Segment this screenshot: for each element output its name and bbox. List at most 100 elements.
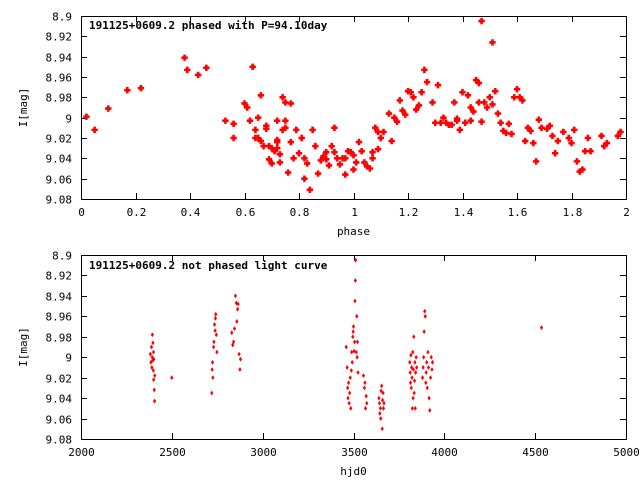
data-point [385, 110, 393, 117]
data-point [317, 157, 324, 164]
data-point [222, 117, 229, 124]
data-point [323, 149, 330, 156]
data-point [137, 84, 145, 92]
data-point [475, 99, 483, 106]
data-point [295, 150, 303, 157]
data-point [374, 128, 382, 136]
data-point [442, 119, 450, 126]
data-point [543, 125, 551, 133]
data-point [91, 126, 98, 134]
data-point [372, 124, 379, 132]
data-point [350, 349, 354, 355]
y-tick-label: 9.02 [46, 133, 73, 146]
data-point [150, 365, 154, 370]
data-point [551, 150, 559, 157]
data-point [194, 71, 202, 79]
data-point [467, 104, 474, 111]
data-point [354, 349, 358, 355]
data-point [274, 138, 281, 146]
y-tick-label: 8.94 [46, 52, 73, 65]
data-point [361, 373, 366, 379]
data-point [149, 344, 154, 350]
data-point [249, 63, 256, 71]
data-point [546, 122, 553, 129]
y-tick-label: 8.98 [46, 332, 73, 345]
data-point [366, 165, 374, 172]
data-point [415, 102, 423, 109]
x-tick-label: 3500 [341, 446, 368, 459]
data-point [351, 324, 356, 329]
data-point [478, 17, 485, 25]
data-point [230, 330, 234, 336]
data-point [347, 149, 354, 156]
data-point [331, 149, 338, 156]
data-point [105, 105, 112, 112]
data-point [260, 142, 267, 150]
y-tick-label: 9.08 [46, 434, 73, 447]
data-point [268, 144, 275, 152]
data-point [211, 375, 215, 381]
data-point [513, 86, 521, 93]
data-point [434, 81, 442, 89]
data-point [411, 395, 415, 401]
data-point [212, 339, 216, 345]
data-point [351, 329, 355, 335]
x-tick-label: 1.8 [563, 206, 583, 219]
data-point [415, 365, 419, 370]
data-point [521, 137, 529, 145]
data-point [380, 128, 387, 136]
data-point [355, 313, 359, 319]
data-point [437, 119, 444, 126]
data-point [388, 137, 395, 145]
data-point [336, 161, 344, 168]
data-point [380, 426, 384, 432]
data-point [377, 134, 384, 142]
data-point [428, 407, 432, 413]
data-point [414, 370, 418, 375]
x-tick-label: 1.6 [508, 206, 528, 219]
data-point [505, 120, 513, 127]
data-point [492, 88, 499, 95]
data-point [344, 344, 348, 350]
data-point [524, 124, 532, 132]
data-point [539, 325, 544, 330]
data-point [414, 354, 418, 360]
x-tick-label: 0.8 [290, 206, 310, 219]
chart-panel-1: 0 0.2 0.4 0.6 0.8 1 1.2 1.4 1.6 1.8 2 8.9 8.92 8.94 8.… [17, 11, 630, 239]
data-point [212, 322, 217, 327]
data-point [568, 139, 575, 147]
data-point [236, 301, 240, 307]
data-point [230, 134, 237, 142]
data-point [408, 370, 412, 375]
data-point [579, 166, 586, 173]
data-point [603, 139, 611, 147]
y-tick-label: 9.04 [46, 393, 73, 406]
data-point [263, 122, 270, 129]
data-point [348, 375, 352, 381]
data-point [235, 306, 240, 312]
x-tick-label: 1.2 [399, 206, 419, 219]
data-point [409, 352, 413, 358]
data-point [265, 156, 273, 163]
data-point [459, 89, 466, 96]
data-point [210, 359, 215, 365]
data-point [573, 158, 581, 165]
x-tick-label: 1 [351, 206, 358, 219]
data-point [350, 166, 357, 173]
data-point [462, 119, 469, 126]
data-point [257, 92, 265, 99]
data-point [598, 132, 605, 140]
data-point [349, 368, 353, 373]
y-tick-label: 9 [65, 113, 72, 126]
data-point [150, 332, 154, 338]
y-axis-title: I[mag] [17, 88, 30, 128]
data-point [516, 94, 523, 101]
data-point [356, 370, 360, 375]
y-tick-label: 9.02 [46, 373, 73, 386]
y-tick-label: 8.96 [46, 72, 73, 85]
data-point [429, 99, 436, 106]
data-point [170, 375, 174, 381]
data-point [448, 121, 455, 128]
data-point [500, 127, 507, 135]
data-point [83, 113, 90, 120]
